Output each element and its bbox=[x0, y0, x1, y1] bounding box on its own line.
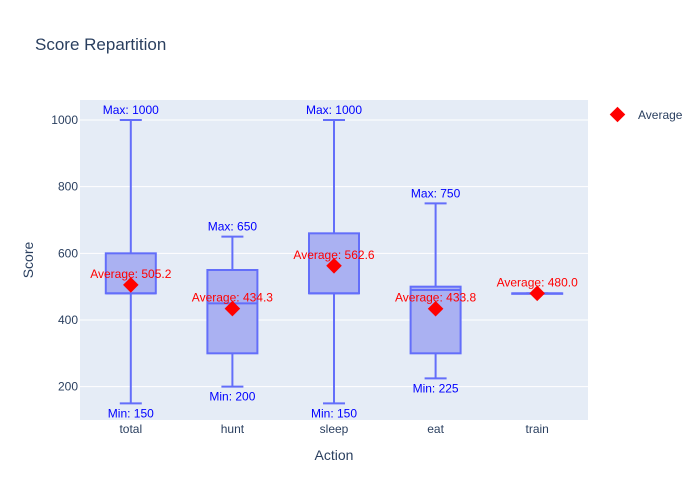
y-tick-label: 800 bbox=[58, 180, 78, 194]
max-label: Max: 1000 bbox=[306, 103, 362, 117]
x-tick-label: sleep bbox=[320, 422, 349, 436]
average-marker bbox=[224, 300, 241, 317]
average-label: Average: 433.8 bbox=[395, 291, 477, 305]
chart-title: Score Repartition bbox=[35, 35, 166, 54]
y-tick-label: 200 bbox=[58, 380, 78, 394]
y-tick-label: 600 bbox=[58, 246, 78, 260]
max-label: Max: 1000 bbox=[103, 103, 159, 117]
average-label: Average: 434.3 bbox=[192, 291, 274, 305]
max-label: Max: 750 bbox=[411, 186, 461, 200]
legend-average-label: Average bbox=[638, 108, 683, 122]
min-label: Min: 150 bbox=[108, 406, 154, 420]
legend-average-marker bbox=[609, 106, 626, 123]
min-label: Min: 200 bbox=[209, 390, 255, 404]
x-axis-ticks: total hunt sleep eat train bbox=[119, 422, 548, 436]
y-axis-ticks: 200 400 600 800 1000 bbox=[51, 113, 78, 394]
min-label: Min: 150 bbox=[311, 406, 357, 420]
box-eat bbox=[409, 202, 462, 380]
x-tick-label: hunt bbox=[221, 422, 245, 436]
y-tick-label: 400 bbox=[58, 313, 78, 327]
iqr-box bbox=[409, 285, 462, 355]
x-tick-label: eat bbox=[427, 422, 444, 436]
average-label: Average: 505.2 bbox=[90, 267, 172, 281]
annotations: Max: 1000 Max: 650 Max: 1000 Max: 750 Min: 1… bbox=[90, 103, 578, 420]
x-tick-label: total bbox=[119, 422, 142, 436]
average-label: Average: 480.0 bbox=[497, 275, 579, 289]
x-tick-label: train bbox=[526, 422, 549, 436]
average-label: Average: 562.6 bbox=[293, 248, 375, 262]
y-tick-label: 1000 bbox=[51, 113, 78, 127]
x-axis-title: Action bbox=[315, 447, 354, 463]
min-label: Min: 225 bbox=[413, 381, 459, 395]
legend[interactable]: Average bbox=[609, 106, 683, 123]
max-label: Max: 650 bbox=[208, 220, 258, 234]
y-axis-title: Score bbox=[20, 242, 36, 279]
